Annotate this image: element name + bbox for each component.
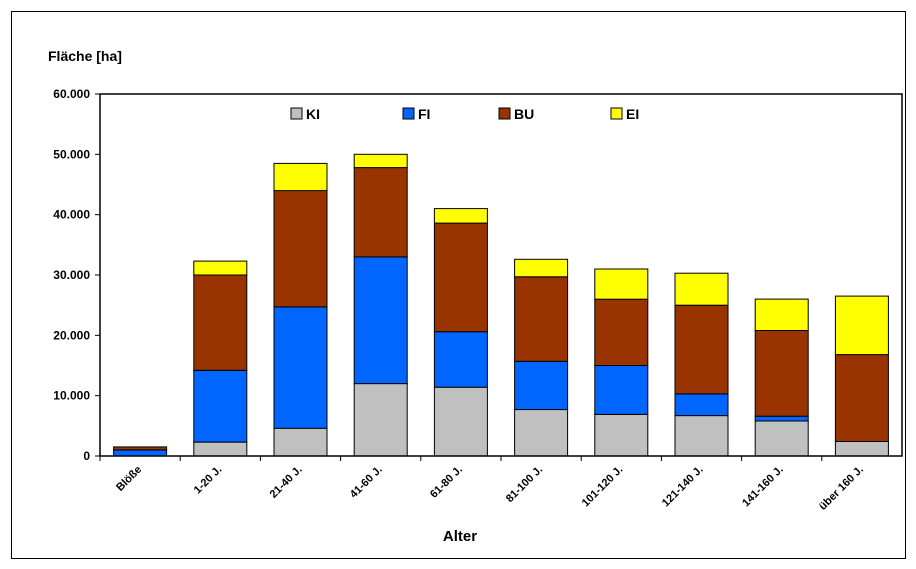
- bar-segment-fi-0: [113, 449, 168, 457]
- y-tick-label: 30.000: [53, 268, 90, 282]
- x-tick-label: Blöße: [114, 464, 144, 494]
- bar-segment-ei-6: [594, 268, 649, 300]
- x-tick-label: 101-120 J.: [580, 464, 626, 510]
- bar-segment-bu-3: [353, 167, 408, 258]
- y-tick-label: 40.000: [53, 208, 90, 222]
- y-tick-label: 0: [83, 449, 90, 463]
- bar-segment-ei-1: [193, 260, 248, 276]
- y-tick-label: 10.000: [53, 389, 90, 403]
- bar-segment-bu-8: [754, 330, 809, 417]
- bar-segment-bu-5: [514, 276, 569, 362]
- bar-segment-fi-2: [273, 306, 328, 429]
- bar-segment-bu-4: [433, 222, 488, 333]
- x-tick-label: 1-20 J.: [192, 464, 225, 497]
- bar-segment-fi-3: [353, 256, 408, 385]
- bar-segment-ki-9: [834, 441, 889, 457]
- bar-segment-ki-3: [353, 383, 408, 457]
- legend-swatch-ki: [290, 107, 303, 120]
- bar-segment-ei-2: [273, 162, 328, 192]
- legend-swatch-ei: [610, 107, 623, 120]
- bar-segment-fi-1: [193, 369, 248, 443]
- bar-segment-ei-8: [754, 298, 809, 332]
- legend-label-fi: FI: [418, 106, 430, 122]
- bar-segment-ki-6: [594, 413, 649, 457]
- bar-segment-bu-9: [834, 354, 889, 443]
- x-tick-label: über 160 J.: [817, 464, 866, 513]
- bar-segment-ei-7: [674, 272, 729, 306]
- y-tick-label: 50.000: [53, 147, 90, 161]
- bar-segment-bu-1: [193, 274, 248, 371]
- bar-segment-fi-4: [433, 331, 488, 388]
- legend: KI FI BU EI: [290, 106, 639, 122]
- bar-segment-ki-7: [674, 415, 729, 457]
- bars-group: [113, 153, 889, 457]
- y-tick-label: 20.000: [53, 328, 90, 342]
- legend-label-bu: BU: [514, 106, 534, 122]
- x-tick-label: 121-140 J.: [660, 464, 706, 510]
- bar-segment-bu-2: [273, 190, 328, 308]
- x-tick-label: 141-160 J.: [740, 464, 786, 510]
- x-axis-title: Alter: [443, 528, 477, 545]
- bar-segment-ki-8: [754, 420, 809, 457]
- bar-segment-ki-5: [514, 409, 569, 457]
- y-tick-label: 60.000: [53, 87, 90, 101]
- bar-segment-ki-4: [433, 386, 488, 457]
- plot-area-border: [99, 93, 903, 457]
- legend-label-ei: EI: [626, 106, 639, 122]
- x-tick-label: 61-80 J.: [428, 464, 465, 501]
- x-tick-label: 41-60 J.: [348, 464, 385, 501]
- x-tick-label: 81-100 J.: [504, 464, 545, 505]
- bar-segment-fi-7: [674, 393, 729, 417]
- x-tick-label: 21-40 J.: [268, 464, 305, 501]
- legend-swatch-bu: [498, 107, 511, 120]
- bar-segment-ei-5: [514, 258, 569, 278]
- bar-segment-fi-6: [594, 365, 649, 415]
- bar-segment-ei-4: [433, 208, 488, 224]
- legend-swatch-fi: [402, 107, 415, 120]
- bar-segment-ki-1: [193, 441, 248, 457]
- bar-segment-ei-9: [834, 295, 889, 356]
- bar-segment-bu-6: [594, 298, 649, 367]
- bar-segment-ki-2: [273, 427, 328, 457]
- bar-segment-bu-7: [674, 304, 729, 395]
- bar-segment-ei-3: [353, 153, 408, 169]
- legend-label-ki: KI: [306, 106, 320, 122]
- y-axis-title: Fläche [ha]: [48, 48, 122, 64]
- bar-segment-bu-0: [113, 446, 168, 451]
- bar-segment-fi-8: [754, 415, 809, 422]
- bar-segment-fi-5: [514, 360, 569, 411]
